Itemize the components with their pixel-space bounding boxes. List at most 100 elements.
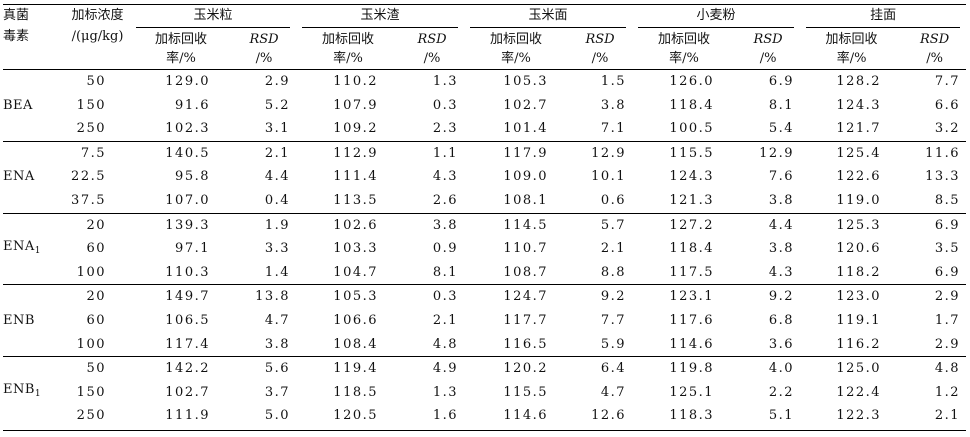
recovery-cell: 123.1 bbox=[632, 284, 737, 309]
rsd-cell: 7.7 bbox=[934, 74, 961, 89]
rsd-cell: 9.2 bbox=[568, 284, 633, 309]
recovery-cell: 117.7 bbox=[503, 312, 549, 328]
rsd-cell: 2.1 bbox=[600, 241, 627, 257]
recovery-cell: 119.0 bbox=[836, 192, 882, 208]
concentration-cell: 150 bbox=[76, 97, 106, 113]
rsd-cell: 1.1 bbox=[400, 140, 465, 166]
table-row: 37.5 107.0 0.4 113.5 2.6 108.1 0.6 121.3 3.8 119.… bbox=[3, 189, 966, 213]
recovery-cell: 119.4 bbox=[296, 356, 401, 381]
rsd-cell: 3.5 bbox=[934, 241, 961, 257]
recovery-cell: 113.5 bbox=[333, 192, 379, 208]
rsd-cell: 6.9 bbox=[934, 264, 961, 280]
recovery-cell: 110.2 bbox=[333, 74, 379, 89]
recovery-cell: 117.9 bbox=[464, 140, 569, 166]
recovery-cell: 107.9 bbox=[333, 97, 379, 113]
concentration-cell: 20 bbox=[65, 212, 130, 238]
recovery-cell: 116.5 bbox=[503, 336, 549, 352]
rsd-cell: 2.1 bbox=[232, 140, 297, 166]
recovery-cell: 118.4 bbox=[669, 241, 715, 257]
rsd-cell: 5.6 bbox=[232, 356, 297, 381]
rsd-cell: 1.4 bbox=[264, 264, 291, 280]
table-row: 150 102.7 3.7 118.5 1.3 115.5 4.7 125.1 2.2 122.4… bbox=[3, 381, 966, 405]
recovery-cell: 119.8 bbox=[632, 356, 737, 381]
matrix-header-noodles: 挂面 bbox=[800, 5, 966, 28]
recovery-cell: 129.0 bbox=[165, 74, 210, 89]
rsd-cell: 6.9 bbox=[903, 212, 967, 238]
rsd-cell: 3.8 bbox=[264, 336, 291, 352]
recovery-table: 真菌 毒素 加标浓度 /(μg/kg) 玉米粒 玉米渣 玉米面 小麦粉 挂面 加… bbox=[3, 4, 967, 431]
rsd-cell: 4.7 bbox=[264, 312, 291, 328]
recovery-cell: 110.3 bbox=[165, 264, 210, 280]
rsd-header: RSD/% bbox=[417, 31, 447, 66]
concentration-header: 加标浓度 /(μg/kg) bbox=[71, 8, 124, 44]
recovery-cell: 117.4 bbox=[165, 336, 210, 352]
rsd-cell: 3.1 bbox=[264, 121, 291, 137]
recovery-cell: 117.5 bbox=[669, 264, 715, 280]
recovery-cell: 125.1 bbox=[669, 384, 715, 400]
recovery-cell: 125.0 bbox=[800, 356, 904, 381]
rsd-cell: 12.9 bbox=[568, 140, 633, 166]
rsd-cell: 2.9 bbox=[934, 336, 961, 352]
recovery-cell: 122.4 bbox=[836, 384, 882, 400]
rsd-cell: 4.4 bbox=[736, 212, 801, 238]
rsd-cell: 4.0 bbox=[736, 356, 801, 381]
rsd-cell: 2.9 bbox=[264, 74, 291, 89]
rsd-cell: 0.3 bbox=[400, 284, 465, 309]
table-row: ENB1 50 142.2 5.6 119.4 4.9 120.2 6.4 119.8 4.0 12… bbox=[3, 356, 967, 428]
recovery-cell: 91.6 bbox=[175, 97, 210, 113]
recovery-cell: 97.1 bbox=[175, 241, 210, 257]
concentration-cell: 100 bbox=[76, 264, 106, 280]
rsd-cell: 4.9 bbox=[400, 356, 465, 381]
rsd-cell: 1.2 bbox=[934, 384, 961, 400]
concentration-cell: 50 bbox=[86, 74, 106, 89]
recovery-cell: 128.2 bbox=[836, 74, 882, 89]
recovery-header: 加标回收 率/% bbox=[490, 31, 543, 66]
rsd-cell: 12.6 bbox=[591, 408, 627, 424]
rsd-cell: 2.1 bbox=[432, 312, 459, 328]
rsd-cell: 6.4 bbox=[568, 356, 633, 381]
rsd-cell: 4.8 bbox=[903, 356, 967, 381]
recovery-cell: 120.2 bbox=[464, 356, 569, 381]
recovery-cell: 115.5 bbox=[632, 140, 737, 166]
recovery-cell: 108.4 bbox=[333, 336, 379, 352]
concentration-cell: 7.5 bbox=[65, 140, 130, 166]
toxin-name: ENA bbox=[3, 140, 65, 214]
rsd-cell: 11.6 bbox=[903, 140, 967, 166]
rsd-cell: 0.4 bbox=[264, 192, 291, 208]
recovery-cell: 111.4 bbox=[333, 169, 379, 185]
recovery-cell: 114.5 bbox=[464, 212, 569, 238]
rsd-cell: 8.1 bbox=[768, 97, 795, 113]
recovery-cell: 108.1 bbox=[503, 192, 549, 208]
recovery-cell: 121.7 bbox=[836, 121, 882, 137]
recovery-cell: 127.2 bbox=[632, 212, 737, 238]
rsd-cell: 5.4 bbox=[768, 121, 795, 137]
recovery-cell: 102.7 bbox=[165, 384, 210, 400]
recovery-cell: 140.5 bbox=[130, 140, 232, 166]
recovery-cell: 102.6 bbox=[296, 212, 401, 238]
matrix-header-wheat-flour: 小麦粉 bbox=[632, 5, 800, 28]
recovery-cell: 118.3 bbox=[669, 408, 715, 424]
rsd-cell: 1.6 bbox=[432, 408, 459, 424]
recovery-cell: 149.7 bbox=[130, 284, 232, 309]
recovery-cell: 118.4 bbox=[669, 97, 715, 113]
table-row: 60 97.1 3.3 103.3 0.9 110.7 2.1 118.4 3.8 120.6 3.… bbox=[3, 237, 966, 261]
rsd-cell: 9.2 bbox=[736, 284, 801, 309]
rsd-header: RSD/% bbox=[249, 31, 279, 66]
table-row: 150 91.6 5.2 107.9 0.3 102.7 3.8 118.4 8.1 124.3 6… bbox=[3, 94, 966, 118]
recovery-cell: 111.9 bbox=[165, 408, 210, 424]
recovery-cell: 118.5 bbox=[333, 384, 379, 400]
rsd-cell: 3.8 bbox=[400, 212, 465, 238]
matrix-header-corn-kernel: 玉米粒 bbox=[130, 5, 296, 28]
toxin-header: 真菌 毒素 bbox=[3, 8, 30, 44]
concentration-cell: 250 bbox=[76, 408, 106, 424]
rsd-cell: 7.7 bbox=[600, 312, 627, 328]
concentration-cell: 60 bbox=[86, 312, 106, 328]
recovery-cell: 114.6 bbox=[503, 408, 549, 424]
rsd-cell: 3.3 bbox=[264, 241, 291, 257]
rsd-cell: 2.6 bbox=[432, 192, 459, 208]
rsd-cell: 3.8 bbox=[600, 97, 627, 113]
recovery-header: 加标回收 率/% bbox=[825, 31, 878, 66]
concentration-cell: 250 bbox=[76, 121, 106, 137]
recovery-cell: 105.3 bbox=[503, 74, 549, 89]
recovery-cell: 139.3 bbox=[130, 212, 232, 238]
